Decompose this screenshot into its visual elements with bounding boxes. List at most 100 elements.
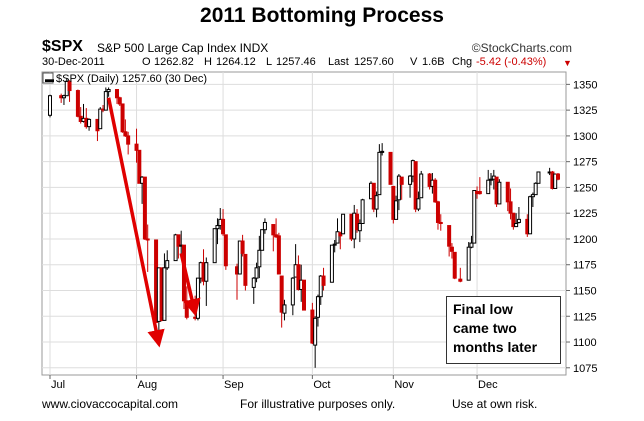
candle-body: [296, 264, 301, 290]
volume-value: 1.6B: [422, 56, 445, 68]
candle: [223, 234, 228, 270]
candle: [489, 173, 494, 186]
candle-body: [106, 89, 111, 93]
candle: [360, 198, 365, 224]
candle-body: [260, 229, 265, 251]
candle-body: [433, 179, 438, 203]
y-tick-label: 1350: [573, 79, 597, 91]
candle-body: [408, 175, 413, 185]
candle: [469, 235, 474, 249]
candle-body: [137, 149, 142, 184]
candle-body: [215, 225, 220, 230]
candle-body: [338, 232, 343, 237]
low-label: L: [266, 56, 273, 68]
candle: [176, 234, 181, 259]
candle-body: [360, 199, 365, 224]
x-tick-label: Aug: [138, 379, 158, 391]
candle-body: [449, 246, 454, 252]
candle-body: [257, 249, 262, 268]
candle-body: [447, 225, 452, 247]
candle: [394, 195, 399, 220]
candle-body: [251, 277, 256, 288]
candle: [145, 224, 150, 272]
candle-body: [165, 260, 170, 269]
candle-body: [173, 234, 178, 262]
footer-disclaimer: For illustrative purposes only.: [240, 397, 396, 411]
candle-body: [469, 242, 474, 248]
candle: [511, 212, 516, 230]
candle-body: [341, 213, 346, 235]
candle-body: [508, 201, 513, 214]
index-name: S&P 500 Large Cap Index INDX: [97, 41, 268, 55]
candle: [87, 118, 92, 131]
candle-body: [162, 267, 167, 321]
candle: [497, 179, 502, 205]
candle: [396, 174, 401, 211]
y-tick-label: 1075: [573, 363, 597, 375]
annotation-arrow: [179, 252, 201, 317]
candle-body: [87, 118, 92, 128]
candle-body: [419, 173, 424, 199]
candle: [243, 253, 248, 291]
candle-body: [556, 173, 560, 180]
candle: [282, 299, 287, 321]
x-tick-label: Jul: [51, 379, 65, 391]
candle: [75, 89, 80, 118]
candle-body: [126, 135, 131, 145]
candle-body: [184, 300, 189, 318]
candle: [212, 228, 217, 264]
change-label: Chg: [452, 56, 473, 68]
candle: [240, 234, 245, 257]
candle: [374, 191, 379, 218]
candle: [399, 176, 404, 200]
x-tick-label: Sep: [224, 379, 244, 391]
candle-body: [533, 182, 538, 196]
candle: [279, 275, 284, 328]
candle-body: [399, 176, 404, 185]
candle: [556, 173, 560, 181]
candle-body: [237, 240, 242, 275]
collapse-icon-glyph: ▬: [45, 74, 54, 84]
annotation-box: Final low came two months later: [446, 296, 561, 364]
candle: [452, 251, 457, 280]
candle: [254, 262, 259, 283]
series-legend: $SPX (Daily) 1257.60 (30 Dec): [56, 73, 207, 85]
candle-body: [318, 275, 323, 298]
quote-date: 30-Dec-2011: [42, 56, 105, 68]
candle-body: [357, 223, 362, 232]
y-tick-label: 1275: [573, 157, 597, 169]
candle-body: [61, 95, 66, 99]
candle: [165, 250, 170, 270]
y-tick-label: 1200: [573, 234, 597, 246]
candle-body: [117, 97, 122, 105]
candle-body: [416, 198, 421, 210]
candle: [251, 277, 256, 304]
candle: [276, 232, 281, 275]
chart-title: 2011 Bottoming Process: [200, 4, 444, 27]
candle-body: [279, 275, 284, 313]
x-tick-label: Oct: [313, 379, 330, 391]
candle-body: [120, 103, 125, 133]
candle: [260, 229, 265, 251]
candle: [408, 175, 413, 198]
symbol-header: $SPX S&P 500 Large Cap Index INDX ©Stock…: [42, 38, 582, 58]
collapse-icon[interactable]: [42, 72, 54, 84]
candle: [416, 191, 421, 212]
candle: [355, 209, 360, 233]
candle: [413, 161, 418, 213]
y-tick-label: 1325: [573, 105, 597, 117]
candle-body: [48, 95, 52, 116]
candle: [435, 200, 440, 230]
candle: [61, 94, 66, 105]
y-tick-label: 1300: [573, 131, 597, 143]
candle: [262, 218, 267, 234]
candle: [533, 182, 538, 196]
candle: [357, 219, 362, 243]
stockcharts-watermark: ©StockCharts.com: [471, 41, 572, 55]
candle: [341, 213, 346, 235]
candle-body: [553, 173, 558, 189]
candle: [221, 209, 226, 236]
candle: [419, 170, 424, 199]
candle-body: [355, 213, 360, 231]
